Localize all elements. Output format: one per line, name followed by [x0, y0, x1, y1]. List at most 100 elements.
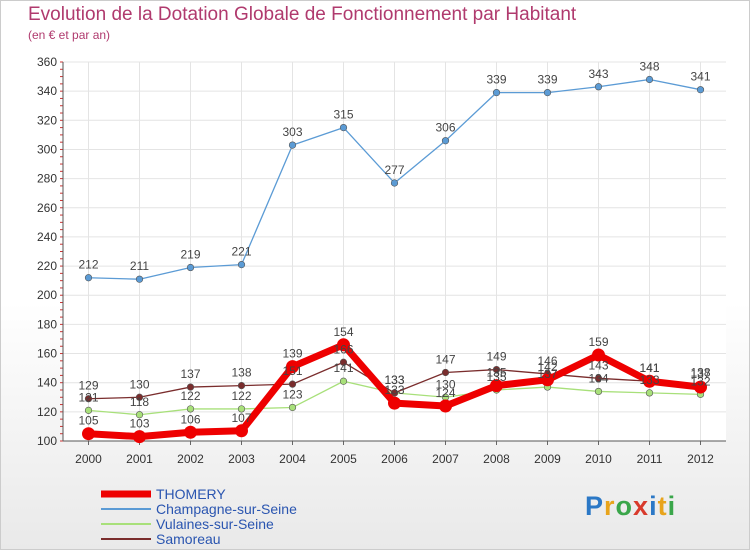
data-label-vulaines-sur-seine: 141	[333, 361, 353, 375]
data-point-vulaines-sur-seine	[288, 403, 297, 412]
data-label-thomery: 142	[537, 360, 557, 374]
proxiti-logo: Proxiti	[585, 491, 676, 522]
data-label-vulaines-sur-seine: 133	[384, 373, 404, 387]
y-tick-label: 320	[37, 113, 57, 127]
y-tick-label: 140	[37, 376, 57, 390]
data-point-samoreau	[492, 365, 501, 374]
data-point-champagne-sur-seine	[594, 83, 603, 91]
x-tick-label: 2010	[585, 452, 612, 466]
data-point-thomery	[388, 396, 401, 410]
data-label-vulaines-sur-seine: 130	[435, 377, 455, 391]
data-label-samoreau: 147	[435, 352, 455, 366]
chart-subtitle: (en € et par an)	[28, 28, 111, 42]
data-label-vulaines-sur-seine: 123	[282, 387, 302, 401]
x-tick-label: 2008	[483, 452, 510, 466]
y-tick-label: 240	[37, 230, 57, 244]
data-point-samoreau	[237, 382, 246, 390]
y-tick-label: 100	[37, 434, 57, 448]
data-point-thomery	[337, 338, 350, 352]
y-tick-label: 180	[37, 317, 57, 331]
data-point-champagne-sur-seine	[339, 123, 348, 132]
data-label-samoreau: 133	[384, 373, 404, 387]
data-point-vulaines-sur-seine	[186, 405, 195, 413]
grid-layer	[63, 61, 726, 442]
data-label-thomery: 135	[486, 366, 506, 380]
data-point-champagne-sur-seine	[696, 86, 705, 94]
x-tick-label: 2006	[381, 452, 408, 466]
data-label-champagne-sur-seine: 341	[690, 70, 710, 84]
data-label-champagne-sur-seine: 303	[282, 125, 302, 139]
logo-letter: o	[615, 491, 634, 521]
logo-letter: P	[585, 491, 605, 521]
data-label-champagne-sur-seine: 343	[588, 67, 608, 81]
data-point-vulaines-sur-seine	[645, 389, 654, 397]
data-point-vulaines-sur-seine	[339, 377, 348, 385]
data-label-champagne-sur-seine: 219	[180, 248, 200, 262]
data-label-samoreau: 137	[180, 367, 200, 381]
y-tick-label: 360	[37, 55, 57, 69]
data-point-samoreau	[135, 393, 144, 401]
y-tick-label: 200	[37, 288, 57, 302]
data-label-samoreau: 146	[537, 354, 557, 368]
data-label-vulaines-sur-seine: 118	[130, 395, 149, 409]
y-tick-label: 160	[37, 347, 57, 361]
x-tick-label: 2002	[177, 452, 204, 466]
data-label-thomery: 133	[384, 383, 404, 397]
data-point-champagne-sur-seine	[237, 261, 246, 269]
legend-label-samoreau: Samoreau	[156, 531, 221, 547]
data-label-samoreau: 143	[588, 358, 608, 372]
y-tick-label: 260	[37, 201, 57, 215]
y-tick-label: 280	[37, 172, 57, 186]
x-tick-label: 2007	[432, 452, 459, 466]
y-tick-label: 220	[37, 259, 57, 273]
data-point-champagne-sur-seine	[84, 274, 93, 282]
data-label-vulaines-sur-seine: 132	[690, 374, 710, 388]
data-point-thomery	[592, 348, 605, 362]
data-label-thomery: 107	[231, 411, 251, 425]
y-tick-label: 120	[37, 405, 57, 419]
data-label-vulaines-sur-seine: 133	[639, 373, 659, 387]
data-label-samoreau: 129	[78, 379, 98, 393]
data-point-thomery	[694, 380, 707, 394]
data-label-thomery: 124	[435, 386, 455, 400]
data-point-champagne-sur-seine	[135, 275, 144, 283]
data-point-champagne-sur-seine	[645, 75, 654, 84]
x-tick-label: 2012	[687, 452, 714, 466]
data-point-vulaines-sur-seine	[84, 406, 93, 414]
legend-label-vulaines-sur-seine: Vulaines-sur-Seine	[156, 516, 274, 532]
data-label-vulaines-sur-seine: 122	[180, 389, 200, 403]
data-label-samoreau: 130	[129, 377, 149, 391]
data-point-thomery	[439, 399, 452, 413]
data-point-samoreau	[186, 383, 195, 391]
axis-layer: 100 120 140 160 180 200 220 240 260 280 300 320 340 3…	[37, 55, 726, 466]
data-label-samoreau: 166	[333, 342, 353, 356]
data-label-champagne-sur-seine: 348	[639, 59, 659, 73]
data-label-champagne-sur-seine: 212	[78, 258, 98, 272]
data-label-vulaines-sur-seine: 135	[486, 370, 506, 384]
data-label-vulaines-sur-seine: 121	[78, 390, 98, 404]
data-label-vulaines-sur-seine: 134	[588, 371, 608, 385]
data-point-vulaines-sur-seine	[135, 411, 144, 419]
logo-letter: r	[604, 491, 616, 521]
data-point-samoreau	[339, 358, 348, 366]
data-point-thomery	[133, 430, 146, 444]
data-label-thomery: 137	[690, 367, 710, 381]
data-label-thomery: 106	[180, 412, 200, 426]
data-point-champagne-sur-seine	[186, 263, 195, 272]
data-point-samoreau	[441, 368, 450, 377]
logo-letter: x	[633, 491, 650, 521]
logo-letter: i	[667, 491, 677, 521]
data-point-samoreau	[288, 380, 297, 388]
data-label-champagne-sur-seine: 339	[486, 73, 506, 87]
data-label-vulaines-sur-seine: 137	[537, 367, 557, 381]
logo-letter: t	[657, 491, 668, 521]
data-point-thomery	[541, 373, 554, 387]
x-tick-label: 2004	[279, 452, 306, 466]
x-tick-label: 2000	[75, 452, 102, 466]
data-point-samoreau	[84, 395, 93, 403]
data-label-thomery: 105	[78, 414, 98, 428]
data-label-champagne-sur-seine: 277	[384, 163, 404, 177]
data-label-champagne-sur-seine: 211	[130, 259, 149, 273]
data-label-champagne-sur-seine: 306	[435, 121, 455, 135]
